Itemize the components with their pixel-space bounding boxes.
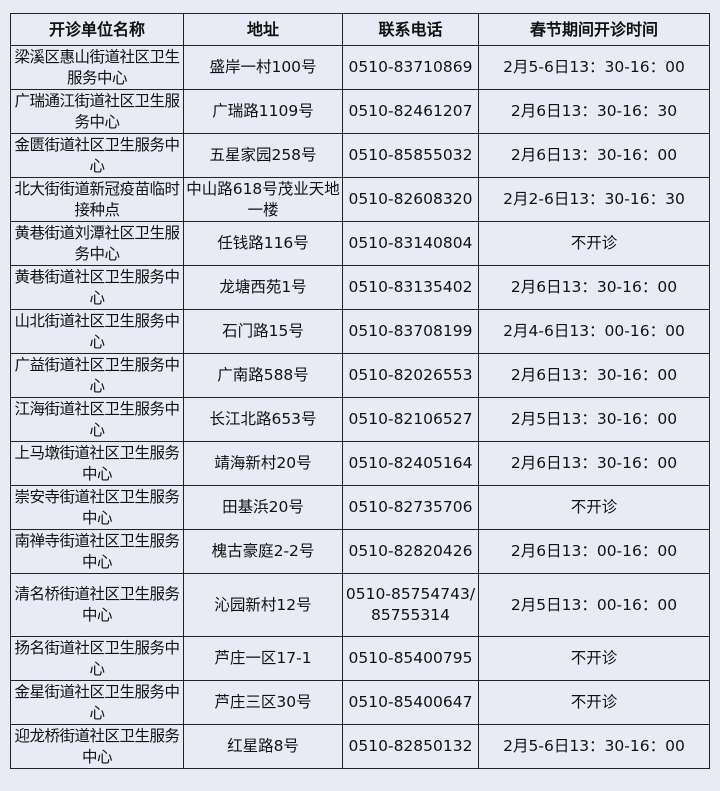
- cell-name: 山北街道社区卫生服务中心: [10, 309, 184, 354]
- cell-address: 广瑞路1109号: [183, 89, 343, 134]
- cell-phone: 0510-85855032: [342, 133, 479, 178]
- cell-phone: 0510-82608320: [342, 177, 479, 222]
- table-row: 南禅寺街道社区卫生服务中心 槐古豪庭2-2号 0510-82820426 2月6日13…: [10, 529, 710, 574]
- table-row: 崇安寺街道社区卫生服务中心 田基浜20号 0510-82735706 不开诊: [10, 485, 710, 530]
- table-row: 广益街道社区卫生服务中心 广南路588号 0510-82026553 2月6日13：3…: [10, 353, 710, 398]
- cell-address: 芦庄一区17-1: [183, 636, 343, 681]
- cell-name: 南禅寺街道社区卫生服务中心: [10, 529, 184, 574]
- cell-phone: 0510-85400647: [342, 680, 479, 725]
- cell-address: 任钱路116号: [183, 221, 343, 266]
- cell-name: 扬名街道社区卫生服务中心: [10, 636, 184, 681]
- table-row: 黄巷街道刘潭社区卫生服务中心 任钱路116号 0510-83140804 不开诊: [10, 221, 710, 266]
- cell-hours: 2月2-6日13：30-16：30: [478, 177, 710, 222]
- table-row: 北大街街道新冠疫苗临时接种点 中山路618号茂业天地一楼 0510-82608320…: [10, 177, 710, 222]
- cell-address: 沁园新村12号: [183, 573, 343, 637]
- cell-hours: 2月6日13：30-16：00: [478, 265, 710, 310]
- cell-hours: 2月5日13：00-16：00: [478, 573, 710, 637]
- cell-name: 北大街街道新冠疫苗临时接种点: [10, 177, 184, 222]
- cell-name: 梁溪区惠山街道社区卫生服务中心: [10, 45, 184, 90]
- table-row: 山北街道社区卫生服务中心 石门路15号 0510-83708199 2月4-6日13：…: [10, 309, 710, 354]
- cell-phone: 0510-82106527: [342, 397, 479, 442]
- header-address: 地址: [183, 13, 343, 46]
- header-hours: 春节期间开诊时间: [478, 13, 710, 46]
- cell-phone: 0510-83708199: [342, 309, 479, 354]
- table-row: 金匮街道社区卫生服务中心 五星家园258号 0510-85855032 2月6日13：…: [10, 133, 710, 178]
- cell-hours: 不开诊: [478, 221, 710, 266]
- clinic-schedule-table: 开诊单位名称 地址 联系电话 春节期间开诊时间 梁溪区惠山街道社区卫生服务中心盛…: [10, 13, 710, 769]
- cell-address: 田基浜20号: [183, 485, 343, 530]
- cell-address: 红星路8号: [183, 724, 343, 769]
- cell-phone: 0510-82405164: [342, 441, 479, 486]
- cell-phone: 0510-85400795: [342, 636, 479, 681]
- cell-hours: 2月6日13：00-16：00: [478, 529, 710, 574]
- cell-address: 盛岸一村100号: [183, 45, 343, 90]
- cell-hours: 2月6日13：30-16：00: [478, 353, 710, 398]
- cell-name: 崇安寺街道社区卫生服务中心: [10, 485, 184, 530]
- table-row: 迎龙桥街道社区卫生服务中心 红星路8号 0510-82850132 2月5-6日13：…: [10, 724, 710, 769]
- cell-address: 中山路618号茂业天地一楼: [183, 177, 343, 222]
- cell-address: 靖海新村20号: [183, 441, 343, 486]
- cell-hours: 2月5日13：30-16：00: [478, 397, 710, 442]
- cell-hours: 2月5-6日13：30-16：00: [478, 45, 710, 90]
- cell-name: 金星街道社区卫生服务中心: [10, 680, 184, 725]
- cell-address: 石门路15号: [183, 309, 343, 354]
- cell-hours: 不开诊: [478, 636, 710, 681]
- table-row: 黄巷街道社区卫生服务中心 龙塘西苑1号 0510-83135402 2月6日13：30…: [10, 265, 710, 310]
- cell-name: 黄巷街道社区卫生服务中心: [10, 265, 184, 310]
- cell-phone: 0510-85754743/85755314: [342, 573, 479, 637]
- cell-name: 迎龙桥街道社区卫生服务中心: [10, 724, 184, 769]
- cell-phone: 0510-82461207: [342, 89, 479, 134]
- header-name: 开诊单位名称: [10, 13, 184, 46]
- cell-name: 清名桥街道社区卫生服务中心: [10, 573, 184, 637]
- cell-phone: 0510-82026553: [342, 353, 479, 398]
- cell-name: 江海街道社区卫生服务中心: [10, 397, 184, 442]
- cell-phone: 0510-82850132: [342, 724, 479, 769]
- cell-address: 五星家园258号: [183, 133, 343, 178]
- table-row: 清名桥街道社区卫生服务中心 沁园新村12号 0510-85754743/857553…: [10, 573, 710, 637]
- cell-address: 槐古豪庭2-2号: [183, 529, 343, 574]
- cell-phone: 0510-82820426: [342, 529, 479, 574]
- cell-address: 长江北路653号: [183, 397, 343, 442]
- cell-phone: 0510-83710869: [342, 45, 479, 90]
- cell-hours: 不开诊: [478, 680, 710, 725]
- cell-name: 金匮街道社区卫生服务中心: [10, 133, 184, 178]
- table-row: 广瑞通江街道社区卫生服务中心 广瑞路1109号 0510-82461207 2月6日1…: [10, 89, 710, 134]
- cell-hours: 2月6日13：30-16：00: [478, 441, 710, 486]
- cell-hours: 2月4-6日13：00-16：00: [478, 309, 710, 354]
- table-row: 金星街道社区卫生服务中心 芦庄三区30号 0510-85400647 不开诊: [10, 680, 710, 725]
- table-row: 上马墩街道社区卫生服务中心 靖海新村20号 0510-82405164 2月6日13：…: [10, 441, 710, 486]
- cell-address: 龙塘西苑1号: [183, 265, 343, 310]
- cell-hours: 2月6日13：30-16：30: [478, 89, 710, 134]
- cell-hours: 2月5-6日13：30-16：00: [478, 724, 710, 769]
- cell-phone: 0510-82735706: [342, 485, 479, 530]
- cell-name: 广益街道社区卫生服务中心: [10, 353, 184, 398]
- table-row: 江海街道社区卫生服务中心 长江北路653号 0510-82106527 2月5日13：…: [10, 397, 710, 442]
- cell-name: 黄巷街道刘潭社区卫生服务中心: [10, 221, 184, 266]
- cell-name: 广瑞通江街道社区卫生服务中心: [10, 89, 184, 134]
- table-row: 梁溪区惠山街道社区卫生服务中心 盛岸一村100号 0510-83710869 2月5-…: [10, 45, 710, 90]
- cell-name: 上马墩街道社区卫生服务中心: [10, 441, 184, 486]
- cell-hours: 2月6日13：30-16：00: [478, 133, 710, 178]
- cell-address: 广南路588号: [183, 353, 343, 398]
- cell-hours: 不开诊: [478, 485, 710, 530]
- cell-phone: 0510-83140804: [342, 221, 479, 266]
- cell-phone: 0510-83135402: [342, 265, 479, 310]
- table-row: 扬名街道社区卫生服务中心 芦庄一区17-1 0510-85400795 不开诊: [10, 636, 710, 681]
- cell-address: 芦庄三区30号: [183, 680, 343, 725]
- header-phone: 联系电话: [342, 13, 479, 46]
- header-row: 开诊单位名称 地址 联系电话 春节期间开诊时间: [10, 13, 710, 46]
